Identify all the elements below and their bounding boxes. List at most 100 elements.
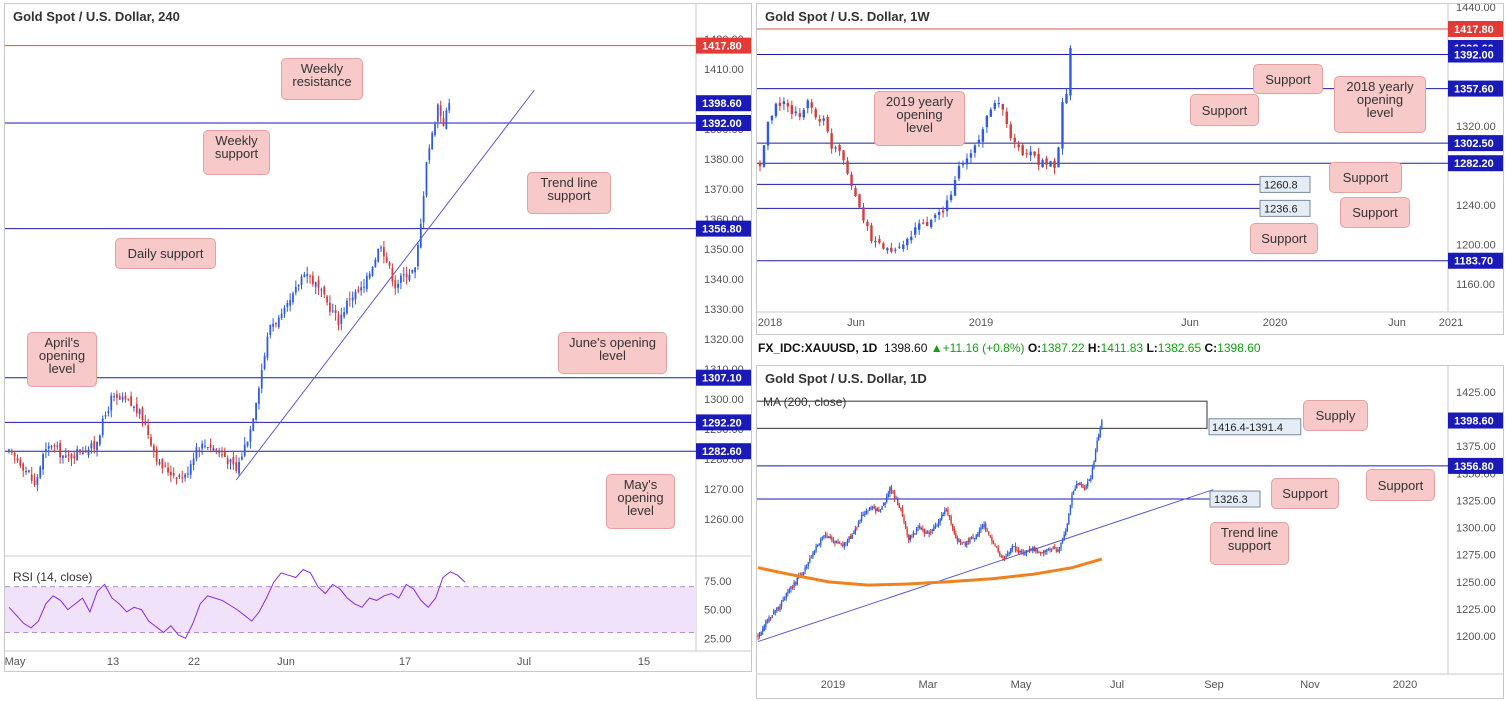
candle-body bbox=[292, 293, 294, 303]
candle-body bbox=[838, 541, 841, 544]
candle-body bbox=[964, 542, 966, 546]
candle-body bbox=[1043, 551, 1045, 554]
low-label: L: bbox=[1146, 341, 1158, 355]
candle-body bbox=[1032, 548, 1034, 551]
y-tick-label: 1200.00 bbox=[1456, 240, 1496, 252]
candle-body bbox=[221, 454, 223, 456]
high-value: 1411.83 bbox=[1100, 341, 1144, 355]
y-tick-label: 1325.00 bbox=[1456, 495, 1496, 507]
candle-body bbox=[1101, 420, 1103, 428]
candle-body bbox=[945, 200, 949, 212]
candle-body bbox=[280, 313, 283, 319]
candle-body bbox=[926, 531, 929, 534]
callout-2019-yearly-opening-level: 2019 yearly opening level bbox=[874, 91, 965, 146]
candle-body bbox=[895, 498, 897, 500]
callout-trend-line-support-240: Trend line support bbox=[527, 172, 611, 214]
candle-body bbox=[130, 396, 133, 406]
candle-body bbox=[1069, 47, 1072, 96]
candle-body bbox=[1053, 160, 1056, 168]
candle-body bbox=[937, 521, 940, 525]
candle-body bbox=[42, 454, 44, 470]
candle-body bbox=[830, 133, 833, 149]
y-tick-label: 1340.00 bbox=[704, 274, 744, 286]
candle-body bbox=[945, 509, 948, 511]
candle-body bbox=[434, 124, 436, 136]
price-label-bg bbox=[1448, 155, 1503, 172]
x-tick-label: Jun bbox=[277, 656, 295, 668]
candle-body bbox=[1017, 549, 1020, 554]
x-tick-label: 2019 bbox=[969, 317, 993, 329]
candle-body bbox=[843, 542, 846, 547]
candle-body bbox=[967, 540, 970, 543]
candle-body bbox=[1077, 483, 1079, 485]
candle-body bbox=[846, 160, 849, 174]
candle-body bbox=[445, 110, 448, 129]
trendline bbox=[757, 489, 1214, 643]
candle-body bbox=[782, 101, 786, 104]
candle-body bbox=[842, 150, 845, 161]
callout-d-trend-line-support: Trend line support bbox=[1210, 522, 1289, 565]
candle-body bbox=[842, 544, 844, 546]
candle-body bbox=[956, 537, 959, 541]
candle-body bbox=[266, 336, 269, 358]
candle-body bbox=[19, 459, 22, 466]
candle-body bbox=[408, 274, 411, 281]
candle-body bbox=[868, 507, 871, 511]
candle-body bbox=[853, 532, 855, 534]
candle-body bbox=[1005, 555, 1007, 559]
candle-body bbox=[377, 248, 380, 262]
y-tick-label: 1380.00 bbox=[704, 154, 744, 166]
x-tick-label: 22 bbox=[188, 656, 200, 668]
candle-body bbox=[47, 446, 50, 449]
price-label-bg bbox=[1448, 135, 1503, 152]
candle-body bbox=[862, 207, 865, 221]
candle-body bbox=[116, 394, 118, 398]
candle-body bbox=[87, 449, 90, 456]
candle-body bbox=[816, 544, 819, 546]
candle-body bbox=[22, 463, 25, 471]
price-label: 1398.60 bbox=[702, 98, 742, 110]
candle-body bbox=[801, 573, 803, 577]
candle-body bbox=[1099, 428, 1101, 437]
candle-body bbox=[53, 445, 56, 447]
x-tick-label: Mar bbox=[919, 679, 938, 691]
candle-body bbox=[802, 572, 805, 575]
candle-body bbox=[802, 109, 805, 118]
candle-body bbox=[857, 521, 860, 528]
candle-body bbox=[848, 536, 850, 541]
candle-body bbox=[1021, 550, 1023, 553]
candle-body bbox=[164, 465, 167, 467]
candle-body bbox=[36, 477, 39, 486]
candle-body bbox=[1033, 151, 1036, 156]
candle-body bbox=[988, 532, 990, 535]
candle-body bbox=[56, 445, 59, 447]
candle-body bbox=[283, 308, 286, 314]
candle-body bbox=[238, 461, 240, 474]
candle-body bbox=[343, 312, 346, 317]
candle-body bbox=[223, 451, 226, 457]
y-tick-label: 1440.00 bbox=[1456, 4, 1496, 14]
y-tick-label: 1370.00 bbox=[704, 184, 744, 196]
candle-body bbox=[854, 528, 857, 534]
candles-group bbox=[8, 98, 451, 492]
candle-body bbox=[793, 582, 795, 587]
candle-body bbox=[851, 534, 853, 539]
price-label-bg bbox=[696, 443, 751, 460]
candle-body bbox=[1030, 548, 1032, 550]
candle-body bbox=[997, 103, 1000, 105]
candle-body bbox=[1047, 548, 1050, 550]
candle-body bbox=[263, 355, 266, 369]
candle-body bbox=[933, 527, 935, 531]
candle-body bbox=[297, 285, 300, 287]
candle-body bbox=[1029, 151, 1032, 156]
candle-body bbox=[1016, 549, 1018, 551]
candle-body bbox=[921, 222, 925, 224]
candle-body bbox=[215, 449, 218, 451]
candle-body bbox=[810, 557, 813, 559]
candle-body bbox=[958, 539, 960, 543]
candle-body bbox=[181, 477, 184, 479]
rsi-tick-label: 75.00 bbox=[704, 576, 732, 588]
candle-body bbox=[1079, 483, 1081, 485]
candle-body bbox=[62, 455, 64, 458]
candle-body bbox=[198, 449, 201, 451]
